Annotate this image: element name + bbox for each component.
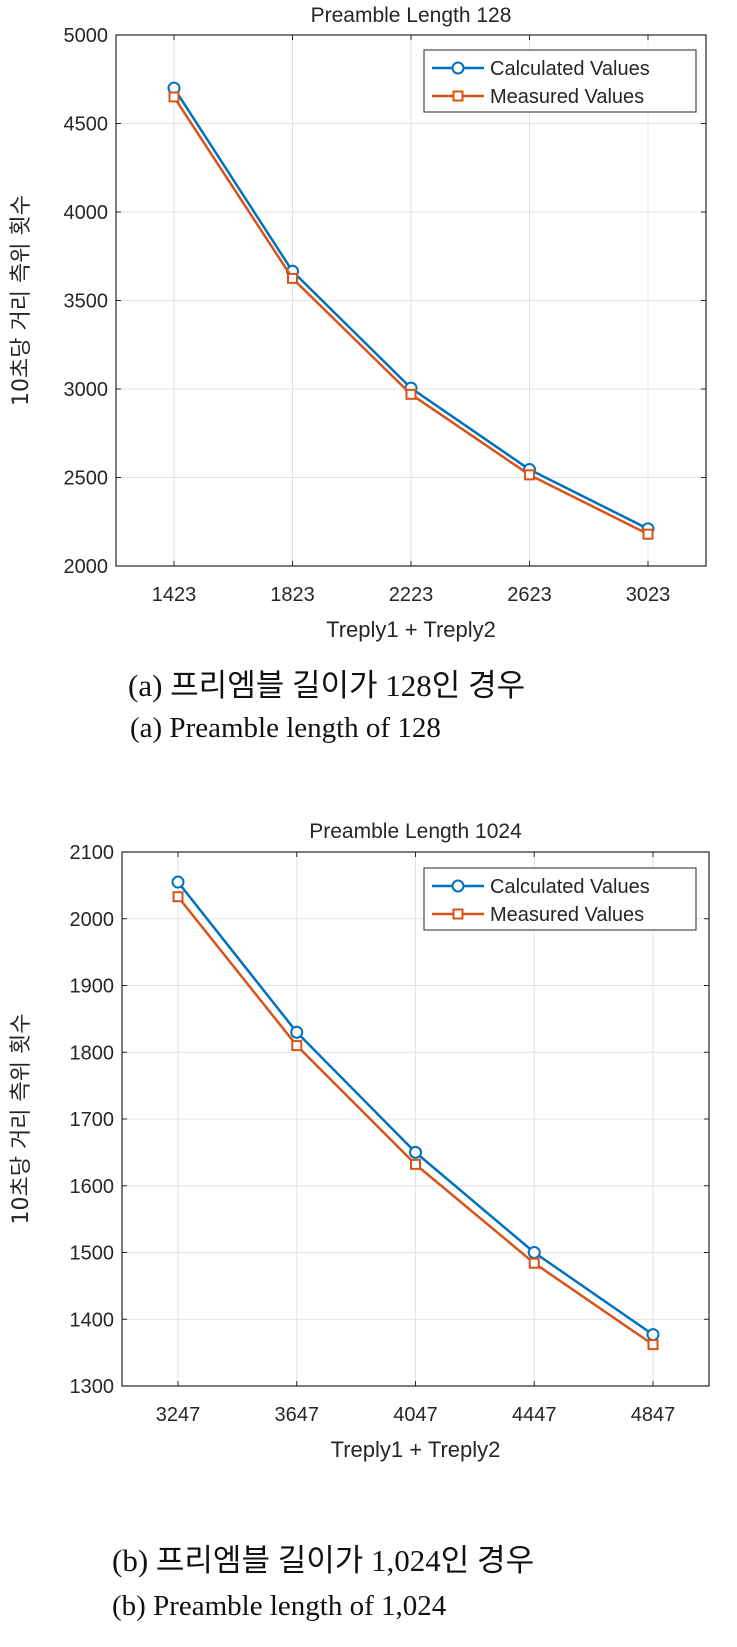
y-tick-label: 1700 <box>70 1109 115 1131</box>
y-tick-label: 2000 <box>70 909 115 931</box>
x-tick-label: 4447 <box>512 1404 557 1426</box>
legend-label: Measured Values <box>490 904 644 926</box>
y-tick-label: 3500 <box>64 291 109 313</box>
x-tick-label: 4847 <box>631 1404 676 1426</box>
data-point-measured <box>647 1339 659 1351</box>
data-point-calculated <box>646 1328 660 1342</box>
caption-b-korean: (b) 프리엠블 길이가 1,024인 경우 <box>112 1543 535 1578</box>
legend-box <box>423 867 697 931</box>
legend-label: Calculated Values <box>490 58 650 80</box>
caption-a-english: (a) Preamble length of 128 <box>130 712 441 744</box>
data-point-calculated <box>290 1025 304 1039</box>
x-tick-label: 2623 <box>507 584 552 606</box>
x-tick-label: 1823 <box>270 584 315 606</box>
x-tick-label: 4047 <box>393 1404 438 1426</box>
x-tick-label: 3647 <box>275 1404 320 1426</box>
chart-title: Preamble Length 1024 <box>309 820 522 843</box>
y-tick-label: 3000 <box>64 379 109 401</box>
data-point-measured <box>410 1158 421 1170</box>
data-point-calculated <box>527 1246 541 1259</box>
data-point-measured <box>405 388 417 400</box>
y-axis-label: 10초당 거리 측위 횟수 <box>9 1014 34 1225</box>
legend-marker-square <box>452 908 464 920</box>
x-axis-label: Treply1 + Treply2 <box>326 617 496 642</box>
x-axis-label: Treply1 + Treply2 <box>331 1437 501 1462</box>
y-tick-label: 1500 <box>70 1243 115 1265</box>
data-point-calculated <box>409 1145 422 1159</box>
legend-label: Calculated Values <box>490 876 650 898</box>
y-tick-label: 2500 <box>64 468 109 490</box>
data-point-measured <box>524 469 535 481</box>
y-tick-label: 1600 <box>70 1176 115 1198</box>
legend-marker-circle <box>451 61 465 75</box>
y-tick-label: 4000 <box>64 202 109 224</box>
y-tick-label: 4500 <box>64 114 109 136</box>
data-point-measured <box>287 272 298 284</box>
y-tick-label: 2000 <box>64 556 109 578</box>
y-tick-label: 2100 <box>70 842 115 864</box>
legend-marker-circle <box>451 879 465 893</box>
data-point-measured <box>642 528 654 540</box>
y-tick-label: 1900 <box>70 976 115 998</box>
caption-a-korean: (a) 프리엠블 길이가 128인 경우 <box>128 668 526 703</box>
chart-title: Preamble Length 128 <box>311 4 512 27</box>
y-tick-label: 5000 <box>64 25 109 47</box>
y-tick-label: 1300 <box>70 1376 115 1398</box>
legend-box <box>423 49 697 113</box>
y-tick-label: 1800 <box>70 1042 115 1064</box>
legend-label: Measured Values <box>490 86 644 108</box>
x-tick-label: 3247 <box>156 1404 201 1426</box>
data-point-measured <box>172 891 184 903</box>
caption-b-english: (b) Preamble length of 1,024 <box>112 1590 447 1622</box>
data-point-measured <box>528 1257 540 1269</box>
x-tick-label: 3023 <box>626 584 671 606</box>
data-point-measured <box>291 1040 303 1052</box>
y-axis-label: 10초당 거리 측위 횟수 <box>9 195 34 406</box>
legend-marker-square <box>452 90 464 102</box>
y-tick-label: 1400 <box>70 1309 115 1331</box>
data-point-measured <box>168 91 180 103</box>
data-point-calculated <box>171 875 185 889</box>
x-tick-label: 1423 <box>152 584 197 606</box>
x-tick-label: 2223 <box>389 584 434 606</box>
